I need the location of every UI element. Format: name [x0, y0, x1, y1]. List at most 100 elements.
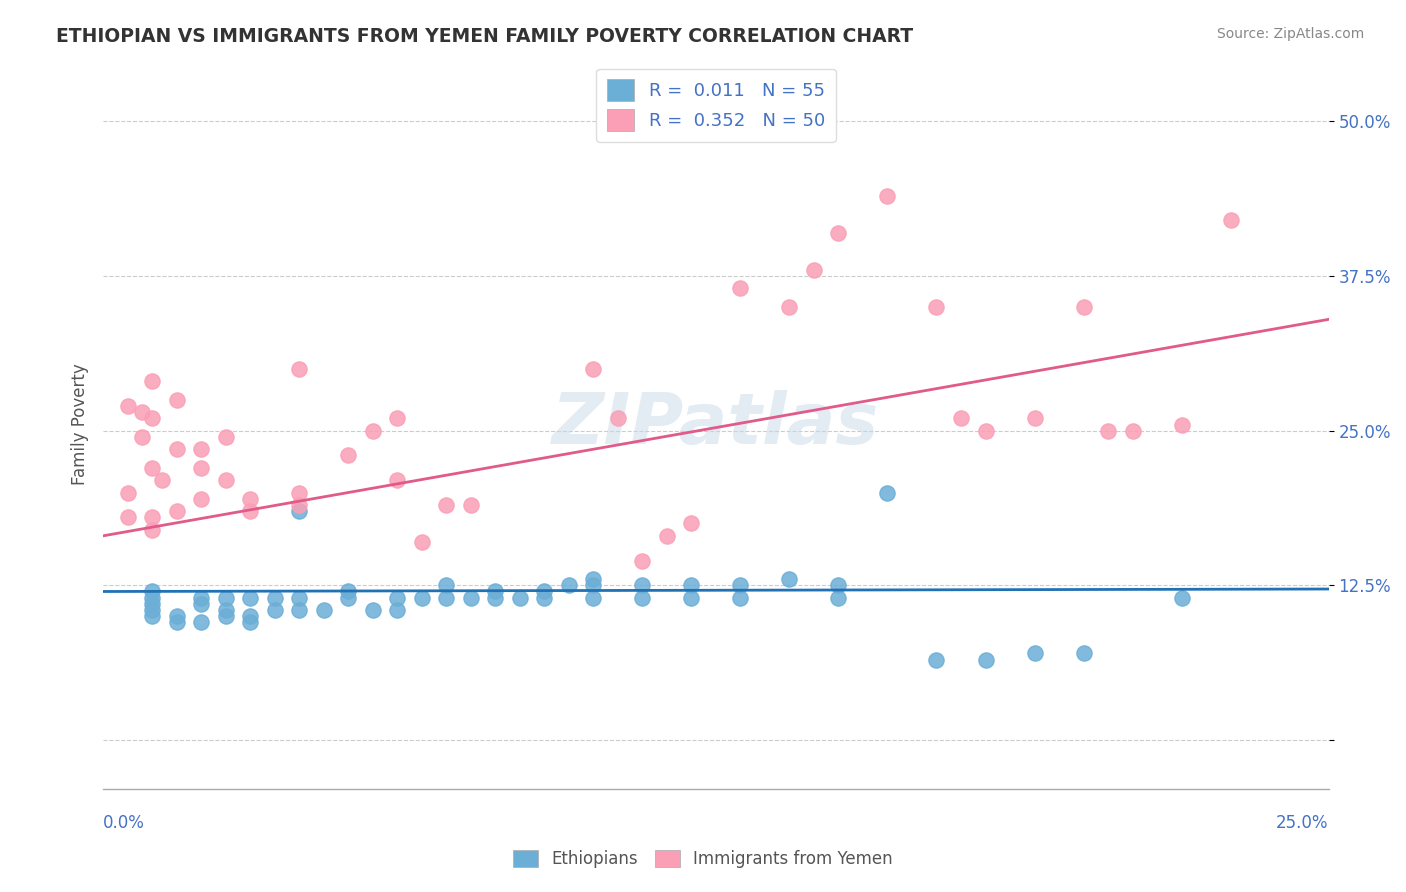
Point	[166, 609, 188, 624]
Point	[387, 591, 409, 605]
Text: ETHIOPIAN VS IMMIGRANTS FROM YEMEN FAMILY POVERTY CORRELATION CHART: ETHIOPIAN VS IMMIGRANTS FROM YEMEN FAMIL…	[56, 27, 914, 45]
Point	[263, 603, 285, 617]
Point	[681, 591, 703, 605]
Point	[288, 498, 311, 512]
Point	[1122, 424, 1144, 438]
Point	[141, 523, 163, 537]
Point	[606, 411, 628, 425]
Point	[558, 578, 581, 592]
Point	[827, 226, 849, 240]
Point	[1024, 411, 1046, 425]
Legend: R =  0.011   N = 55, R =  0.352   N = 50: R = 0.011 N = 55, R = 0.352 N = 50	[596, 69, 835, 142]
Point	[681, 516, 703, 531]
Point	[925, 300, 948, 314]
Point	[974, 424, 997, 438]
Point	[484, 591, 506, 605]
Point	[215, 603, 238, 617]
Point	[460, 591, 482, 605]
Point	[655, 529, 678, 543]
Point	[730, 591, 752, 605]
Point	[533, 584, 555, 599]
Point	[117, 510, 139, 524]
Point	[387, 473, 409, 487]
Point	[215, 473, 238, 487]
Point	[288, 361, 311, 376]
Point	[239, 491, 262, 506]
Point	[312, 603, 335, 617]
Point	[361, 603, 384, 617]
Point	[190, 460, 212, 475]
Point	[288, 504, 311, 518]
Point	[460, 498, 482, 512]
Legend: Ethiopians, Immigrants from Yemen: Ethiopians, Immigrants from Yemen	[506, 843, 900, 875]
Point	[434, 578, 457, 592]
Point	[1073, 646, 1095, 660]
Point	[1170, 591, 1192, 605]
Point	[974, 652, 997, 666]
Point	[876, 485, 898, 500]
Point	[288, 485, 311, 500]
Point	[434, 498, 457, 512]
Point	[215, 591, 238, 605]
Point	[190, 442, 212, 457]
Point	[387, 603, 409, 617]
Point	[239, 615, 262, 630]
Point	[582, 572, 605, 586]
Point	[337, 584, 360, 599]
Point	[925, 652, 948, 666]
Point	[117, 485, 139, 500]
Point	[141, 460, 163, 475]
Point	[582, 591, 605, 605]
Point	[730, 578, 752, 592]
Point	[631, 553, 654, 567]
Point	[1024, 646, 1046, 660]
Point	[166, 392, 188, 407]
Point	[239, 591, 262, 605]
Point	[1170, 417, 1192, 432]
Point	[239, 504, 262, 518]
Text: ZIPatlas: ZIPatlas	[553, 390, 880, 459]
Point	[484, 584, 506, 599]
Point	[1097, 424, 1119, 438]
Point	[582, 361, 605, 376]
Point	[141, 603, 163, 617]
Point	[141, 584, 163, 599]
Point	[141, 591, 163, 605]
Point	[631, 591, 654, 605]
Text: 0.0%: 0.0%	[103, 814, 145, 832]
Point	[434, 591, 457, 605]
Point	[337, 591, 360, 605]
Point	[509, 591, 531, 605]
Point	[827, 578, 849, 592]
Point	[166, 615, 188, 630]
Point	[949, 411, 972, 425]
Point	[190, 491, 212, 506]
Text: Source: ZipAtlas.com: Source: ZipAtlas.com	[1216, 27, 1364, 41]
Point	[141, 411, 163, 425]
Point	[190, 615, 212, 630]
Point	[1073, 300, 1095, 314]
Point	[1219, 213, 1241, 227]
Point	[411, 591, 433, 605]
Point	[239, 609, 262, 624]
Point	[215, 430, 238, 444]
Point	[166, 504, 188, 518]
Point	[131, 430, 153, 444]
Point	[337, 449, 360, 463]
Point	[288, 603, 311, 617]
Point	[215, 609, 238, 624]
Point	[681, 578, 703, 592]
Point	[141, 597, 163, 611]
Point	[288, 591, 311, 605]
Point	[141, 510, 163, 524]
Point	[582, 578, 605, 592]
Point	[778, 300, 800, 314]
Point	[533, 591, 555, 605]
Point	[803, 263, 825, 277]
Point	[190, 597, 212, 611]
Point	[778, 572, 800, 586]
Point	[141, 609, 163, 624]
Point	[387, 411, 409, 425]
Point	[131, 405, 153, 419]
Point	[141, 374, 163, 388]
